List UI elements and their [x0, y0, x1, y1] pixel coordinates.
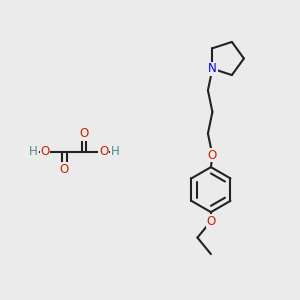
Text: N: N — [208, 62, 217, 75]
Text: H: H — [29, 145, 38, 158]
Text: O: O — [40, 145, 50, 158]
Text: O: O — [206, 214, 215, 228]
Text: O: O — [99, 145, 108, 158]
Text: H: H — [110, 145, 119, 158]
Text: O: O — [80, 128, 88, 140]
Text: O: O — [208, 148, 217, 162]
Text: O: O — [60, 163, 69, 176]
